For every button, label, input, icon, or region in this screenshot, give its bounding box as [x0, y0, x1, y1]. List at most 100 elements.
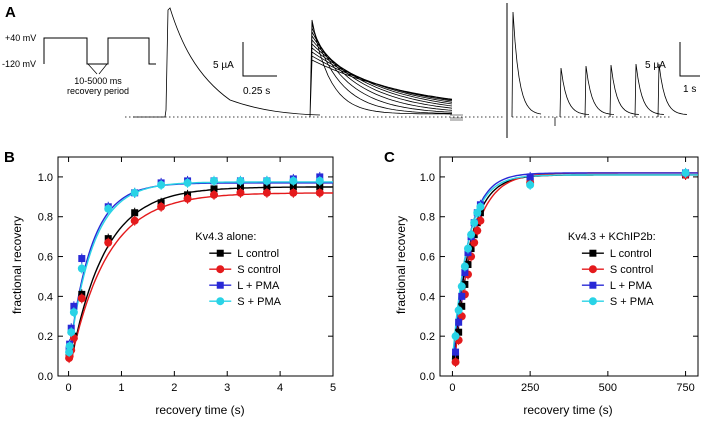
data-point: [262, 188, 271, 197]
data-point: [130, 188, 139, 197]
data-point: [69, 308, 78, 317]
y-tick-label: 0.2: [420, 331, 435, 343]
data-point: [457, 282, 466, 291]
y-tick-label: 0.8: [420, 212, 435, 224]
legend-marker: [216, 265, 225, 274]
legend-label: S control: [610, 264, 653, 276]
x-tick-label: 1: [118, 382, 124, 394]
data-point: [262, 176, 271, 185]
legend-marker: [588, 265, 597, 274]
data-point: [130, 216, 139, 225]
data-point: [460, 262, 469, 271]
chart-c: 0 250 500 750 0.0 0.2 0.4 0.6 0.8 1.0 Kv4.3 + KChI…: [420, 156, 699, 394]
recovery-pointer: [87, 63, 108, 75]
data-point: [236, 176, 245, 185]
legend-title: Kv4.3 + KChIP2b:: [568, 231, 656, 243]
legend-marker: [589, 281, 597, 289]
data-point: [104, 204, 113, 213]
data-point: [473, 226, 482, 235]
plot-frame: [439, 156, 699, 377]
data-point: [473, 208, 482, 217]
legend-title: Kv4.3 alone:: [195, 231, 256, 243]
voltage-protocol: [43, 37, 156, 75]
data-point: [65, 348, 74, 357]
y-tick-label: 0.2: [38, 331, 53, 343]
panel-a: A +40 mV -120 mV 10-5000 ms recovery per…: [2, 3, 700, 138]
pulse-trace: [584, 65, 615, 118]
data-point: [77, 294, 86, 303]
plot-frame: [57, 156, 334, 377]
data-point: [455, 328, 463, 336]
data-point: [236, 183, 244, 191]
data-point: [131, 209, 139, 217]
stacked-sweeps: [309, 19, 453, 118]
current-traces-left: [133, 7, 463, 121]
scale-bar-right: [679, 42, 700, 77]
protocol-trace: [43, 37, 156, 65]
data-point: [65, 342, 74, 351]
chart-b: 0 1 2 3 4 5 0.0 0.2 0.4 0.6 0.8 1.0 Kv4.3 alone: L co…: [38, 156, 336, 394]
legend-label: S + PMA: [237, 296, 281, 308]
data-point: [157, 202, 166, 211]
y-tick-label: 0.6: [38, 252, 53, 264]
data-point: [210, 185, 218, 193]
data-point: [476, 216, 485, 225]
data-point: [457, 312, 466, 321]
data-point: [467, 230, 476, 239]
x-tick-label: 0: [449, 382, 455, 394]
y-tick-label: 0.8: [38, 212, 53, 224]
data-point: [210, 190, 219, 199]
data-point: [315, 188, 324, 197]
legend-label: L control: [610, 248, 652, 260]
legend-marker: [588, 297, 597, 306]
data-point: [210, 176, 219, 185]
data-point: [526, 180, 535, 189]
data-point: [183, 178, 192, 187]
protocol-recovery-1: 10-5000 ms: [74, 76, 122, 86]
data-point: [461, 268, 469, 276]
panel-a-label: A: [5, 4, 16, 21]
panel-c: C fractional recovery recovery time (s) …: [384, 149, 699, 417]
legend-label: S control: [237, 264, 280, 276]
panel-c-ylabel: fractional recovery: [394, 216, 408, 314]
data-point: [315, 176, 324, 185]
legend-marker: [589, 249, 597, 257]
current-traces-right: [511, 11, 688, 126]
y-tick-label: 0.0: [420, 371, 435, 383]
data-point: [463, 244, 472, 253]
x-tick-label: 4: [277, 382, 283, 394]
fit-curve: [452, 172, 698, 361]
data-point: [77, 264, 86, 273]
y-tick-label: 1.0: [38, 172, 53, 184]
panel-c-xlabel: recovery time (s): [523, 403, 612, 417]
data-point: [69, 334, 78, 343]
data-point: [458, 302, 466, 310]
y-tick-label: 0.4: [38, 291, 53, 303]
fit-curve: [453, 174, 698, 361]
data-point: [470, 238, 479, 247]
data-point: [458, 292, 466, 300]
data-point: [526, 173, 534, 181]
fit-curve: [454, 172, 698, 361]
pulse-trace: [511, 11, 542, 118]
scale-right-current: 5 µA: [645, 60, 666, 71]
scale-right-time: 1 s: [683, 84, 696, 95]
scale-left-time: 0.25 s: [243, 86, 270, 97]
data-point: [455, 318, 463, 326]
x-tick-label: 0: [66, 382, 72, 394]
fit-curve: [451, 174, 698, 361]
data-point: [78, 255, 86, 263]
pulse-trace: [559, 67, 590, 118]
panel-b-label: B: [4, 149, 15, 166]
y-tick-label: 0.0: [38, 371, 53, 383]
legend-label: S + PMA: [610, 296, 654, 308]
data-point: [263, 183, 271, 191]
scale-left-current: 5 µA: [213, 60, 234, 71]
data-point: [452, 348, 460, 356]
panel-c-label: C: [384, 149, 395, 166]
tail-traces: [450, 114, 463, 121]
data-point: [289, 176, 298, 185]
y-tick-label: 1.0: [420, 172, 435, 184]
x-tick-label: 250: [521, 382, 539, 394]
